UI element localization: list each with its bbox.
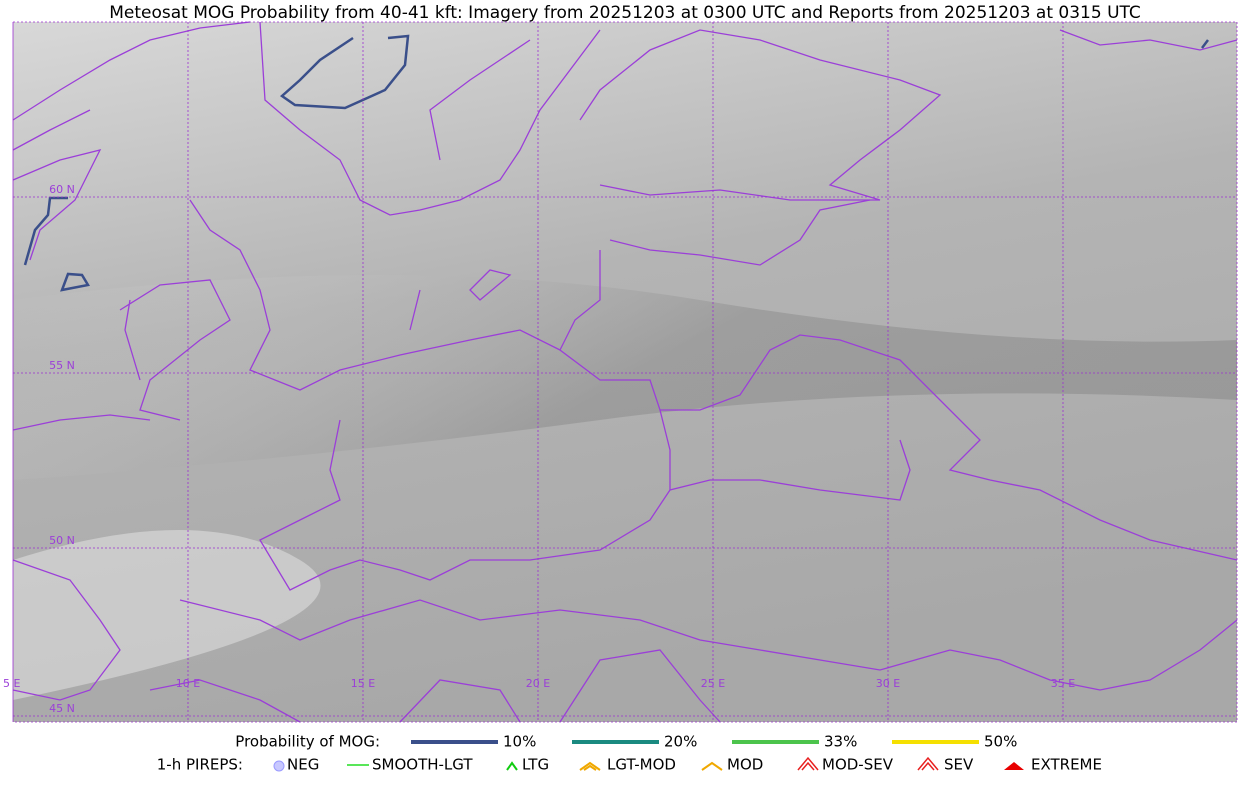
legend-label: MOD <box>727 756 763 774</box>
legend-label: SMOOTH-LGT <box>372 756 473 774</box>
legend-icon <box>701 761 723 771</box>
legend-label: LGT-MOD <box>607 756 676 774</box>
legend-title: Probability of MOG: <box>235 733 380 751</box>
legend-label: 33% <box>824 733 857 751</box>
longitude-label: 20 E <box>526 677 550 690</box>
legend-icon <box>1004 762 1024 770</box>
legend-title: 1-h PIREPS: <box>157 756 243 774</box>
longitude-label: 30 E <box>876 677 900 690</box>
map-frame <box>12 21 1238 723</box>
latitude-label: 45 N <box>49 702 75 715</box>
legend-label: 10% <box>503 733 536 751</box>
legend-label: 50% <box>984 733 1017 751</box>
latitude-label: 50 N <box>49 534 75 547</box>
coastlines <box>12 21 1238 723</box>
graticule: 60 N 55 N 50 N 45 N 5 E 10 E 15 E 20 E 25 E 30 E 3… <box>3 21 1238 723</box>
legend-label: EXTREME <box>1031 756 1102 774</box>
legend-icon <box>506 761 518 771</box>
legend-label: LTG <box>522 756 549 774</box>
map: 60 N 55 N 50 N 45 N 5 E 10 E 15 E 20 E 25 E 30 E 3… <box>3 21 1238 723</box>
longitude-label: 35 E <box>1051 677 1075 690</box>
legend: Probability of MOG: 10% 20% 33% 50% 1-h … <box>157 733 1102 774</box>
legend-label: MOD-SEV <box>822 756 894 774</box>
longitude-label: 10 E <box>176 677 200 690</box>
cloud-band <box>13 275 1237 480</box>
latitude-label: 60 N <box>49 183 75 196</box>
legend-label: SEV <box>944 756 974 774</box>
longitude-label: 25 E <box>701 677 725 690</box>
cloud-band <box>13 530 321 700</box>
legend-icon <box>273 760 285 772</box>
longitude-label: 15 E <box>351 677 375 690</box>
latitude-label: 55 N <box>49 359 75 372</box>
legend-icon <box>797 756 819 771</box>
legend-label: 20% <box>664 733 697 751</box>
probability-contours <box>23 34 1209 292</box>
legend-icon <box>917 756 939 771</box>
legend-label: NEG <box>287 756 319 774</box>
longitude-label: 5 E <box>3 677 20 690</box>
title: Meteosat MOG Probability from 40-41 kft:… <box>109 3 1141 23</box>
legend-icon <box>579 761 601 771</box>
